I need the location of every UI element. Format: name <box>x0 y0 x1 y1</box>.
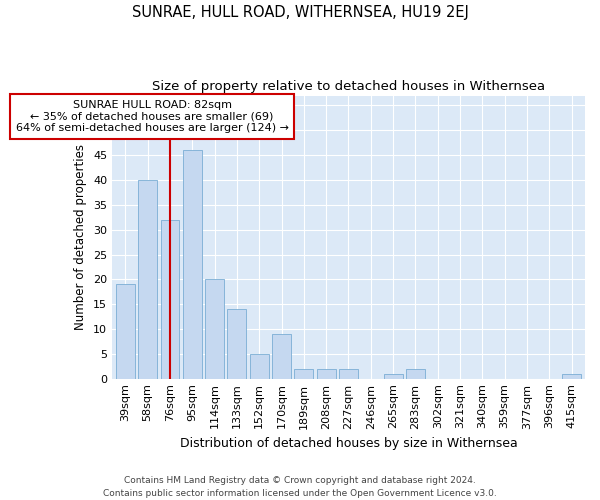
Y-axis label: Number of detached properties: Number of detached properties <box>74 144 88 330</box>
Bar <box>295 368 313 378</box>
Text: SUNRAE, HULL ROAD, WITHERNSEA, HU19 2EJ: SUNRAE, HULL ROAD, WITHERNSEA, HU19 2EJ <box>131 5 469 20</box>
Bar <box>183 150 202 378</box>
Bar <box>250 354 269 378</box>
Bar <box>227 309 247 378</box>
Title: Size of property relative to detached houses in Withernsea: Size of property relative to detached ho… <box>152 80 545 93</box>
Text: Contains HM Land Registry data © Crown copyright and database right 2024.
Contai: Contains HM Land Registry data © Crown c… <box>103 476 497 498</box>
Bar <box>272 334 291 378</box>
Bar <box>138 180 157 378</box>
Bar <box>317 368 335 378</box>
Text: SUNRAE HULL ROAD: 82sqm
← 35% of detached houses are smaller (69)
64% of semi-de: SUNRAE HULL ROAD: 82sqm ← 35% of detache… <box>16 100 289 133</box>
Bar <box>562 374 581 378</box>
Bar <box>406 368 425 378</box>
Bar <box>161 220 179 378</box>
Bar <box>205 280 224 378</box>
Bar <box>116 284 135 378</box>
Bar <box>339 368 358 378</box>
X-axis label: Distribution of detached houses by size in Withernsea: Distribution of detached houses by size … <box>179 437 517 450</box>
Bar <box>383 374 403 378</box>
